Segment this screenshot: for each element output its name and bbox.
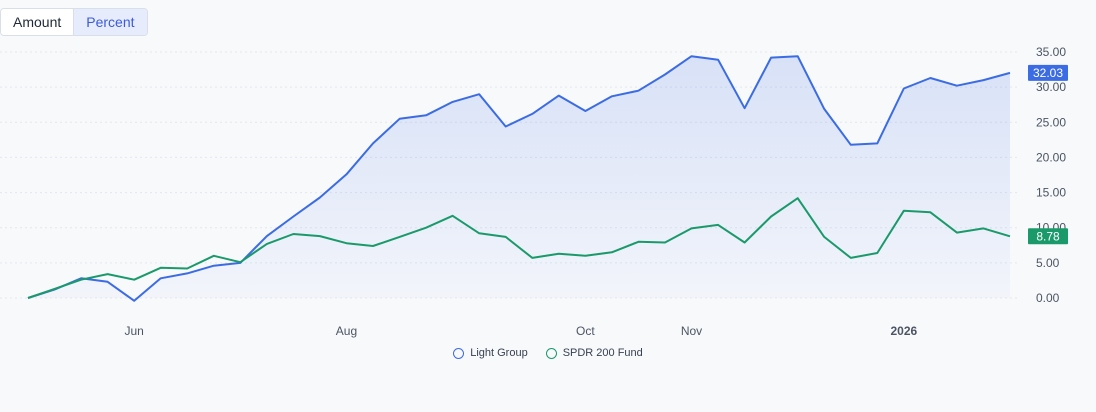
series-line-1 <box>27 197 1011 299</box>
y-tick-label: 0.00 <box>1036 291 1060 305</box>
series-area-0 <box>28 56 1010 301</box>
last-value-label: 32.03 <box>1033 66 1063 80</box>
y-tick-label: 25.00 <box>1036 115 1066 129</box>
x-tick-label: Nov <box>681 324 702 338</box>
y-tick-label: 35.00 <box>1036 45 1066 59</box>
legend-item-spdr-200-fund[interactable]: SPDR 200 Fund <box>545 347 643 359</box>
legend-swatch-light-group <box>453 347 465 359</box>
legend-label: SPDR 200 Fund <box>562 347 643 359</box>
legend-item-light-group[interactable]: Light Group <box>453 347 528 359</box>
legend-swatch-spdr-200-fund <box>545 347 557 359</box>
chart-legend: Light Group SPDR 200 Fund <box>0 347 1096 359</box>
percent-button[interactable]: Percent <box>73 9 147 35</box>
y-tick-label: 5.00 <box>1036 256 1060 270</box>
amount-percent-toggle: Amount Percent <box>0 8 148 36</box>
x-tick-label: 2026 <box>890 324 917 338</box>
performance-chart: 0.005.0010.0015.0020.0025.0030.0035.00Ju… <box>0 45 1068 338</box>
y-tick-label: 15.00 <box>1036 186 1066 200</box>
x-tick-label: Aug <box>336 324 357 338</box>
y-tick-label: 30.00 <box>1036 80 1066 94</box>
x-tick-label: Oct <box>576 324 595 338</box>
series-line-0 <box>27 55 1011 302</box>
last-value-label: 8.78 <box>1036 229 1060 243</box>
last-value-badge <box>1028 64 1068 81</box>
legend-label: Light Group <box>470 347 528 359</box>
last-value-badge <box>1028 228 1068 245</box>
x-tick-label: Jun <box>124 324 143 338</box>
amount-button[interactable]: Amount <box>1 9 74 35</box>
y-tick-label: 20.00 <box>1036 150 1066 164</box>
